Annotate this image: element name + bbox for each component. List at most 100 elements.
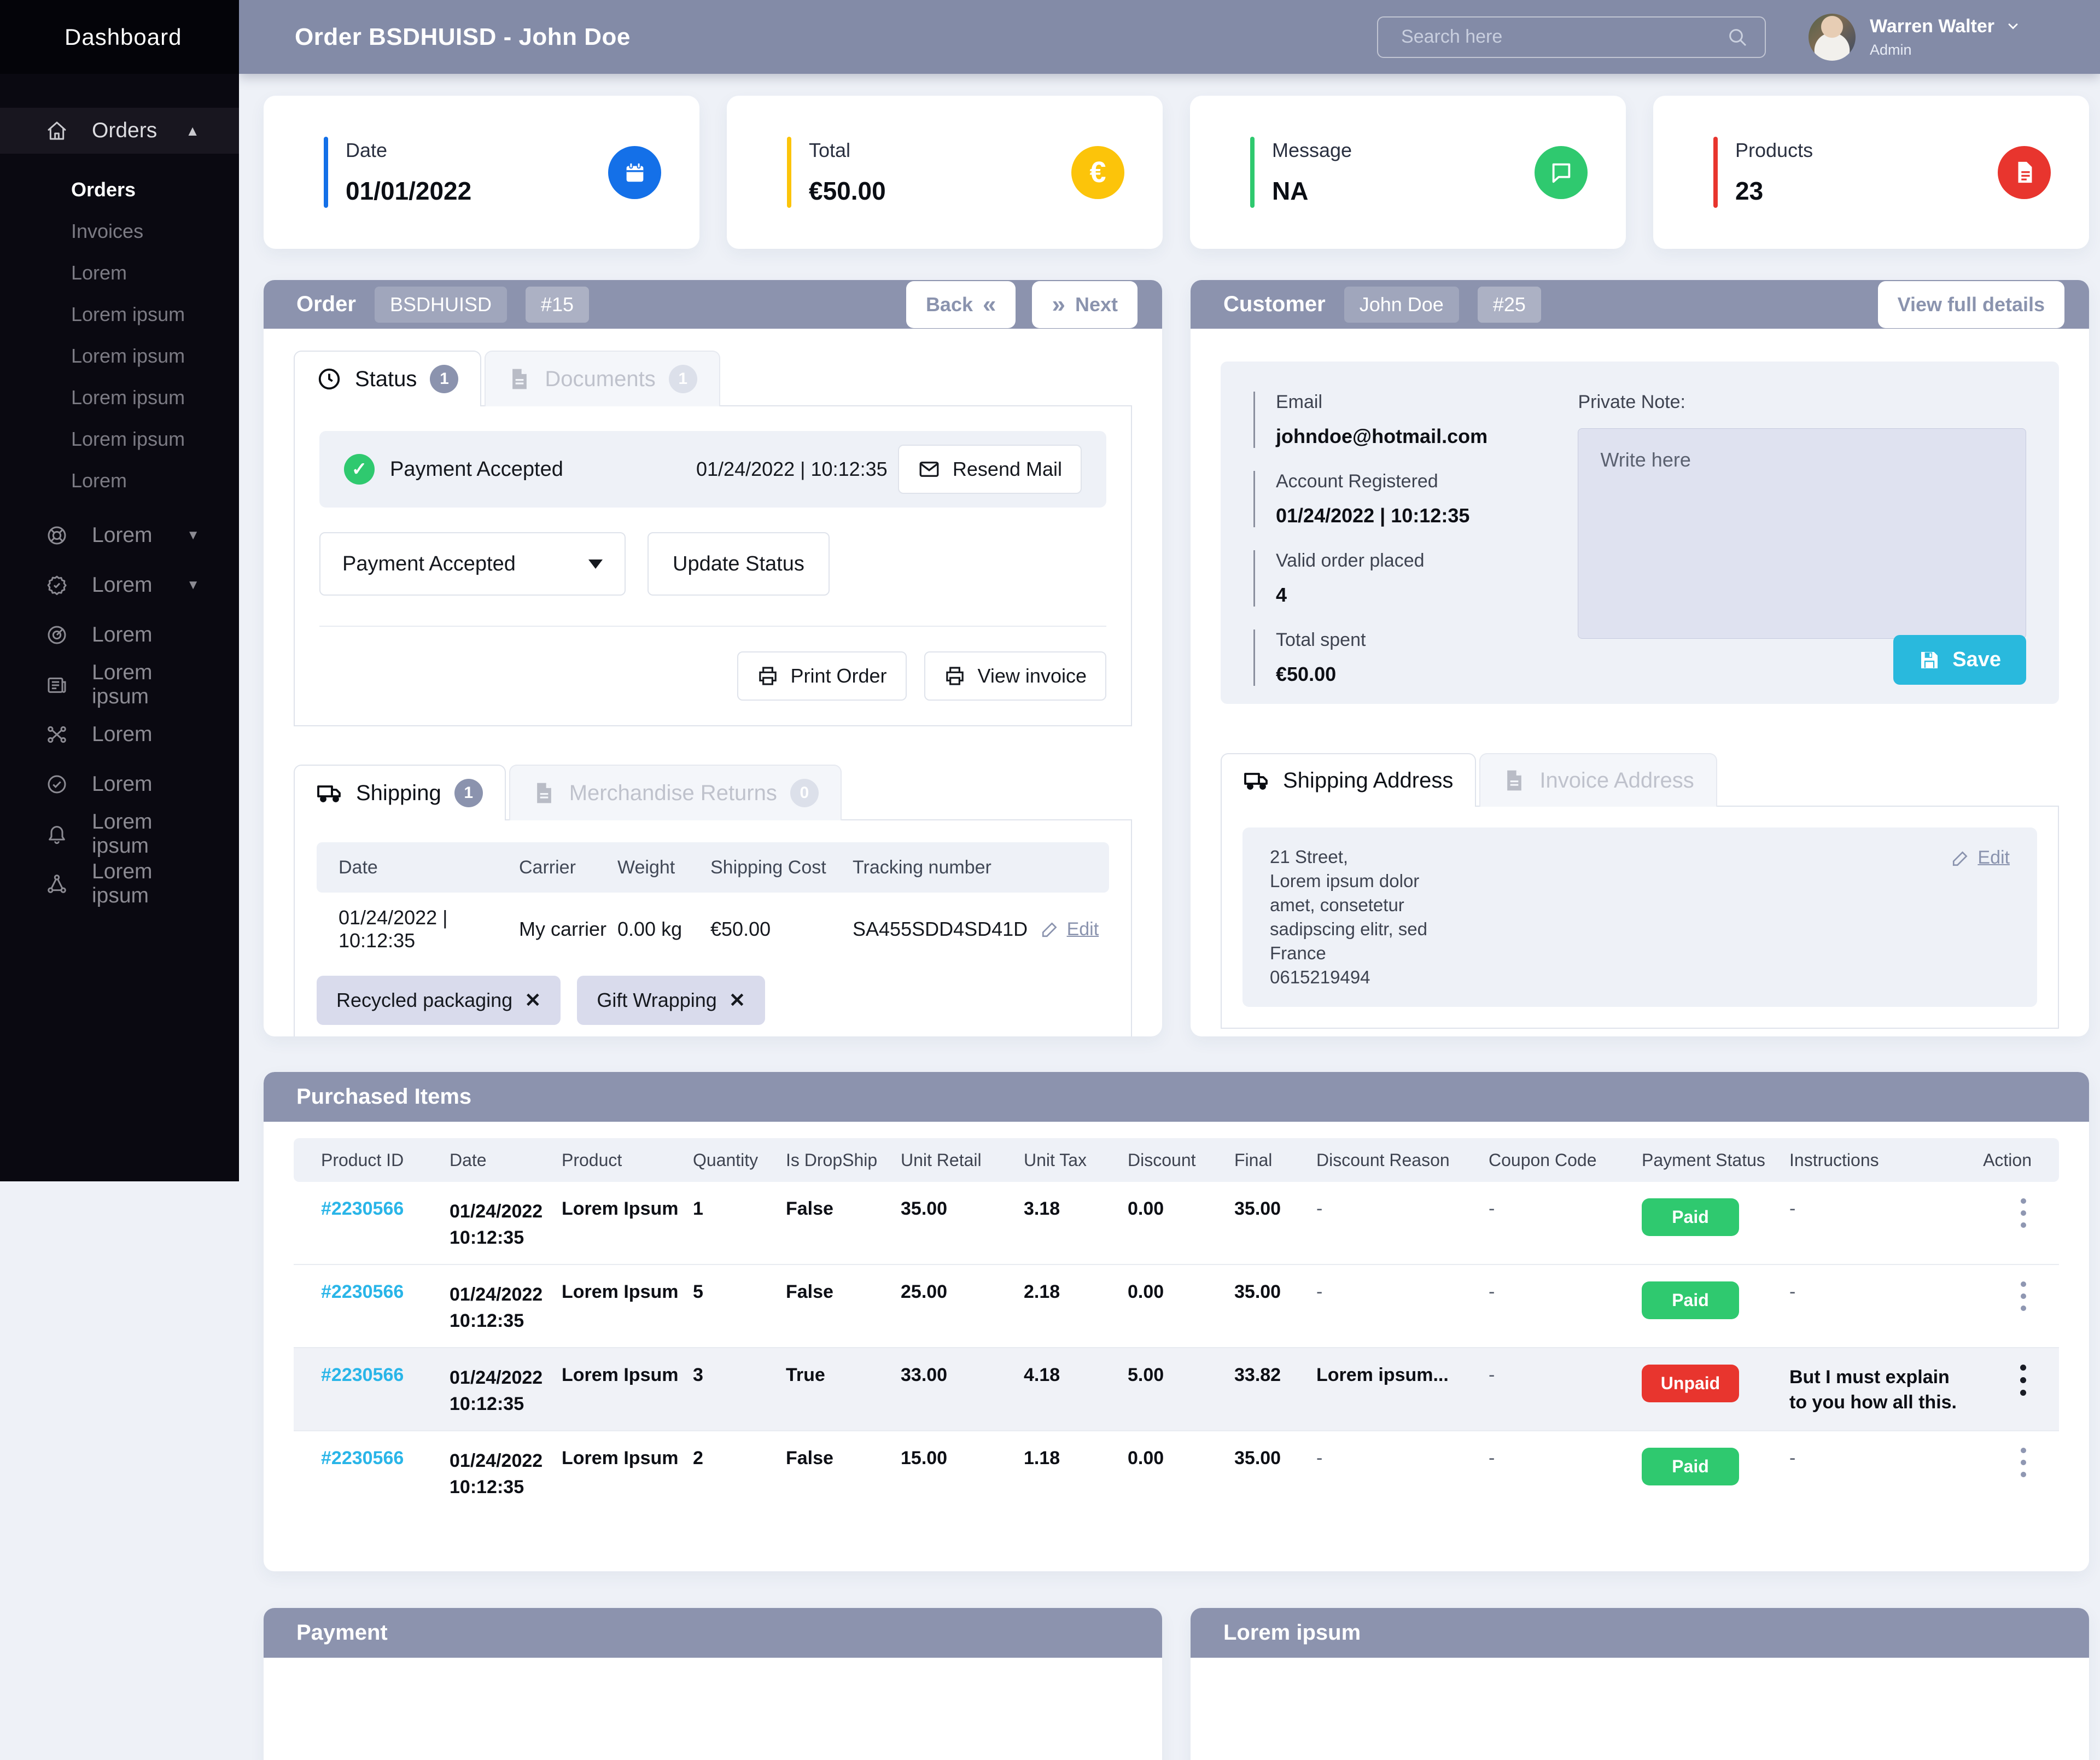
close-icon[interactable]: ✕ [728,989,745,1011]
badge-icon [46,574,68,596]
file-icon [532,781,556,805]
search-box [1377,16,1766,58]
order-code-badge: BSDHUISD [374,286,507,323]
print-order-button[interactable]: Print Order [737,651,907,701]
stat-label: Total [809,139,851,161]
product-id-link[interactable]: #2230566 [321,1448,404,1468]
envelope-icon [918,458,941,481]
close-icon[interactable]: ✕ [524,989,541,1011]
tab-documents[interactable]: Documents 1 [485,351,720,406]
sidebar-item-lorem-5[interactable]: Lorem [0,759,239,809]
shipping-edit-link[interactable]: Edit [1041,919,1099,940]
address-tab-content: Edit 21 Street, Lorem ipsum dolor amet, … [1221,806,2059,1029]
sidebar-item-lorem-3[interactable]: Lorem [0,610,239,660]
sidebar-item-lorem-ipsum-3[interactable]: Lorem ipsum [0,859,239,908]
table-row: #2230566 01/24/2022 10:12:35 Lorem Ipsum … [294,1265,2059,1348]
sidebar-item-lorem-ipsum[interactable]: Lorem ipsum [71,386,185,409]
payment-panel: Payment [264,1608,1162,1760]
divider [319,626,1106,627]
printer-icon [757,665,779,687]
share-nodes-icon [46,873,68,895]
address-edit-link[interactable]: Edit [1951,847,2010,869]
sidebar-item-lorem-ipsum[interactable]: Lorem ipsum [71,303,185,325]
sidebar-item-lorem-2[interactable]: Lorem ▼ [0,560,239,610]
tab-status[interactable]: Status 1 [294,351,482,406]
product-id-link[interactable]: #2230566 [321,1365,404,1385]
file-icon [508,367,532,391]
row-actions-kebab-icon[interactable] [2015,1195,2032,1233]
caret-down-icon [588,559,603,569]
stat-value: €50.00 [809,177,886,205]
tab-shipping-address[interactable]: Shipping Address [1221,753,1477,807]
status-select[interactable]: Payment Accepted [319,532,626,596]
sidebar-item-lorem-ipsum-2[interactable]: Lorem ipsum [0,809,239,859]
lifebuoy-icon [46,524,68,546]
order-panel-title: Order [296,292,356,316]
tab-invoice-address[interactable]: Invoice Address [1479,753,1717,807]
sidebar-item-lorem-ipsum[interactable]: Lorem ipsum [71,428,185,450]
truck-icon [317,780,343,806]
sidebar-item-orders-group[interactable]: Orders ▲ [0,108,239,154]
purchased-table-header: Product ID Date Product Quantity Is Drop… [294,1138,2059,1182]
address-line: amet, consetetur [1270,895,1404,915]
sidebar-item-lorem-ipsum[interactable]: Lorem ipsum [71,345,185,367]
search-input[interactable] [1401,26,1727,48]
shipping-cost: €50.00 [710,918,771,940]
pencil-icon [1041,920,1059,939]
sidebar-item-lorem-4[interactable]: Lorem [0,709,239,759]
back-button[interactable]: Back « [906,281,1016,328]
tab-merchandise-returns[interactable]: Merchandise Returns 0 [509,765,842,820]
status-count-badge: 1 [430,365,459,393]
message-icon [1535,145,1588,199]
chevrons-right-icon: » [1052,290,1065,318]
sidebar-group-label: Orders [92,119,158,142]
app-logo: Dashboard [0,0,239,74]
row-actions-kebab-icon[interactable] [2015,1444,2032,1483]
sidebar-item-orders[interactable]: Orders [71,178,136,201]
stat-label: Message [1272,139,1352,161]
avatar [1809,13,1856,61]
shipping-count-badge: 1 [454,779,483,807]
row-actions-kebab-icon[interactable] [2015,1278,2032,1316]
update-status-button[interactable]: Update Status [648,532,830,596]
sidebar-item-lorem[interactable]: Lorem [71,261,127,284]
home-icon [46,120,68,142]
stat-label: Date [346,139,388,161]
check-circle-icon [46,773,68,795]
chevron-down-icon [2005,19,2021,34]
stat-value: 01/01/2022 [346,177,472,205]
document-icon [1998,145,2051,199]
resend-mail-button[interactable]: Resend Mail [897,445,1082,494]
view-full-details-button[interactable]: View full details [1877,281,2064,328]
tag-gift-wrapping[interactable]: Gift Wrapping ✕ [577,976,765,1025]
address-line: 21 Street, [1270,847,1349,867]
status-datetime: 01/24/2022 | 10:12:35 [696,458,888,480]
save-button[interactable]: Save [1893,635,2026,685]
printer-icon [944,665,966,687]
user-role: Admin [1870,41,1912,58]
order-panel: Order BSDHUISD #15 Back « » Next [264,280,1162,1036]
next-button[interactable]: » Next [1032,281,1138,328]
user-menu[interactable]: Warren Walter Admin [1809,13,2021,61]
pencil-icon [1951,849,1970,867]
view-invoice-button[interactable]: View invoice [924,651,1106,701]
sidebar-item-lorem-1[interactable]: Lorem ▼ [0,510,239,560]
chevron-up-icon: ▲ [185,122,200,139]
product-id-link[interactable]: #2230566 [321,1198,404,1219]
orders-submenu: Orders Invoices Lorem Lorem ipsum Lorem … [0,154,239,510]
row-actions-kebab-icon[interactable] [2015,1361,2032,1401]
sidebar-item-lorem-ipsum-1[interactable]: Lorem ipsum [0,660,239,709]
status-tab-content: ✓ Payment Accepted 01/24/2022 | 10:12:35… [294,405,1132,726]
private-note-textarea[interactable] [1578,428,2026,639]
purchased-items-panel: Purchased Items Product ID Date Product … [264,1072,2089,1571]
payment-panel-title: Payment [296,1621,388,1645]
network-icon [46,724,68,745]
euro-icon: € [1071,145,1124,199]
product-id-link[interactable]: #2230566 [321,1281,404,1302]
tab-shipping[interactable]: Shipping 1 [294,765,506,820]
search-icon [1726,26,1748,48]
shipping-carrier: My carrier [519,918,606,940]
sidebar-item-lorem[interactable]: Lorem [71,469,127,492]
sidebar-item-invoices[interactable]: Invoices [71,220,144,242]
tag-recycled-packaging[interactable]: Recycled packaging ✕ [317,976,561,1025]
